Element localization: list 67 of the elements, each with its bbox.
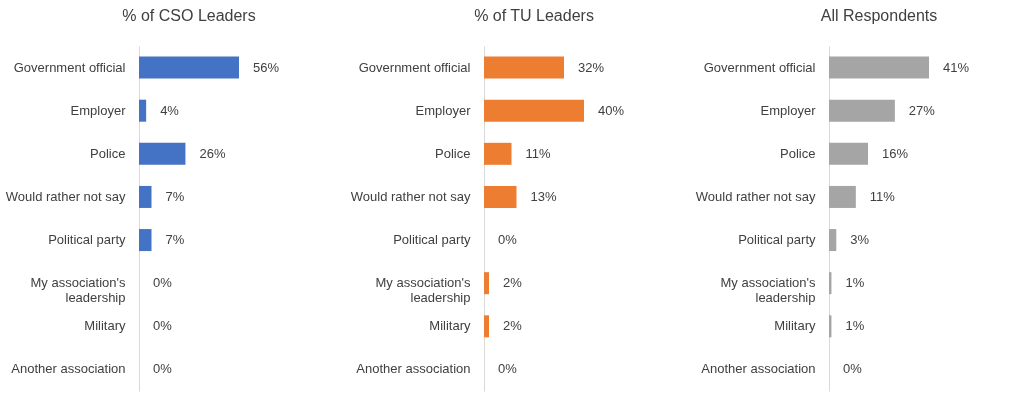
bar (484, 99, 584, 122)
y-tick-label: Military (429, 318, 471, 334)
y-tick-label: Another association (11, 361, 126, 377)
y-tick-label: Police (90, 145, 126, 161)
data-label: 11% (869, 188, 896, 204)
y-tick-label: My association's leadership (720, 275, 816, 306)
y-tick-label: Employer (760, 102, 817, 118)
data-label: 27% (908, 102, 936, 118)
y-tick-label: My association's leadership (30, 275, 126, 306)
bar (139, 99, 147, 122)
bar (829, 99, 895, 122)
data-label: 1% (845, 318, 865, 334)
y-tick-label: Would rather not say (695, 188, 816, 204)
bar (829, 56, 929, 79)
data-label: 56% (253, 59, 280, 75)
y-tick-label: Employer (70, 102, 127, 118)
bar (829, 142, 869, 165)
y-tick-label: Military (774, 318, 816, 334)
data-label: 1% (845, 275, 865, 291)
bar (139, 56, 239, 79)
chart-title: % of CSO Leaders (122, 7, 256, 24)
y-tick-label: Would rather not say (350, 188, 471, 204)
data-label: 41% (943, 59, 970, 75)
bar (484, 315, 489, 338)
y-tick-label: Would rather not say (5, 188, 126, 204)
y-tick-label: Another association (356, 361, 471, 377)
data-label: 32% (578, 59, 605, 75)
bar (484, 185, 517, 208)
bar (484, 272, 489, 295)
data-label: 0% (153, 361, 173, 377)
data-label: 40% (598, 102, 625, 118)
data-label: 4% (160, 102, 180, 118)
bar (139, 142, 186, 165)
y-tick-label: Government official (703, 59, 816, 75)
bar (829, 185, 856, 208)
y-tick-label: Police (435, 145, 471, 161)
bar (139, 185, 152, 208)
y-tick-label: Political party (393, 232, 471, 248)
data-label: 0% (153, 318, 173, 334)
bar (829, 229, 837, 252)
data-label: 7% (165, 232, 185, 248)
data-label: 7% (165, 188, 185, 204)
y-tick-label: Employer (415, 102, 472, 118)
data-label: 0% (843, 361, 863, 377)
y-tick-label: Military (84, 318, 126, 334)
y-tick-label: Political party (738, 232, 816, 248)
data-label: 2% (503, 318, 523, 334)
data-label: 0% (498, 232, 518, 248)
y-tick-label: Government official (13, 59, 126, 75)
y-tick-label: Police (780, 145, 816, 161)
bar (484, 56, 564, 79)
data-label: 16% (882, 145, 909, 161)
data-label: 0% (153, 275, 173, 291)
chart-title: % of TU Leaders (474, 7, 594, 24)
data-label: 0% (498, 361, 518, 377)
bar (139, 229, 152, 252)
data-label: 3% (850, 232, 870, 248)
y-tick-label: Another association (701, 361, 816, 377)
chart-title: All Respondents (820, 7, 938, 24)
data-label: 13% (530, 188, 557, 204)
data-label: 11% (525, 145, 551, 161)
data-label: 2% (503, 275, 523, 291)
bar (484, 142, 512, 165)
data-label: 26% (199, 145, 226, 161)
y-tick-label: My association's leadership (375, 275, 471, 306)
y-tick-label: Political party (48, 232, 126, 248)
y-tick-label: Government official (358, 59, 471, 75)
